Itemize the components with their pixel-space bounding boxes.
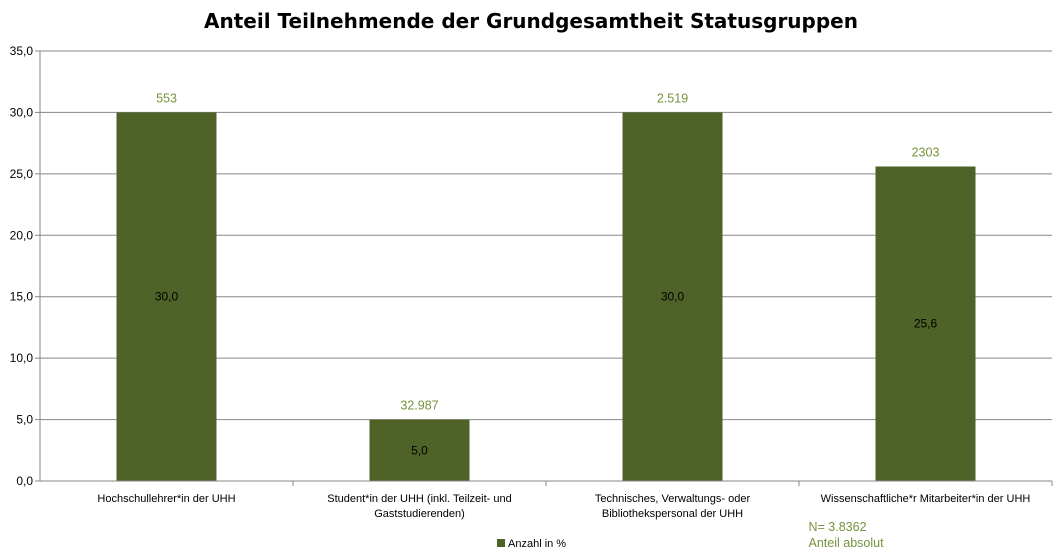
x-category-label: Student*in der UHH (inkl. Teilzeit- und	[327, 493, 511, 505]
y-tick-label: 30,0	[10, 105, 34, 119]
bar-value-label: 25,6	[914, 317, 938, 331]
bars: 30,0 553 5,0 32.987 30,0 2.519 25,6 2303	[116, 91, 976, 481]
legend-swatch	[497, 539, 505, 547]
bar-absolute-label: 2303	[912, 145, 940, 159]
footnote: N= 3.8362 Anteil absolut	[809, 520, 885, 550]
footnote-line: N= 3.8362	[809, 520, 867, 534]
legend: Anzahl in %	[497, 538, 566, 550]
y-axis: 0,0 5,0 10,0 15,0 20,0 25,0 30,0 35,0	[10, 44, 41, 488]
bar	[875, 166, 976, 481]
bar-absolute-label: 32.987	[400, 399, 438, 413]
x-category-label: Technisches, Verwaltungs- oder	[595, 493, 751, 505]
y-tick-label: 15,0	[10, 290, 34, 304]
bar-absolute-label: 2.519	[657, 91, 688, 105]
legend-label: Anzahl in %	[508, 538, 566, 550]
chart-title: Anteil Teilnehmende der Grundgesamtheit …	[204, 9, 858, 33]
y-tick-label: 5,0	[16, 413, 33, 427]
bar	[369, 419, 470, 481]
y-tick-label: 0,0	[16, 474, 33, 488]
bar	[622, 112, 723, 481]
y-tick-label: 35,0	[10, 44, 34, 58]
bar-value-label: 5,0	[411, 443, 428, 457]
x-category-label: Bibliothekspersonal der UHH	[602, 508, 743, 520]
x-category-label: Gaststudierenden)	[374, 508, 465, 520]
x-category-label: Wissenschaftliche*r Mitarbeiter*in der U…	[821, 493, 1031, 505]
bar-value-label: 30,0	[155, 290, 179, 304]
y-tick-label: 10,0	[10, 351, 34, 365]
y-tick-label: 25,0	[10, 167, 34, 181]
bar-value-label: 30,0	[661, 290, 685, 304]
footnote-line: Anteil absolut	[809, 536, 885, 550]
bar-absolute-label: 553	[156, 91, 177, 105]
x-category-label: Hochschullehrer*in der UHH	[97, 493, 235, 505]
y-tick-label: 20,0	[10, 228, 34, 242]
bar	[116, 112, 217, 481]
x-axis: Hochschullehrer*in der UHH Student*in der…	[40, 480, 1053, 520]
